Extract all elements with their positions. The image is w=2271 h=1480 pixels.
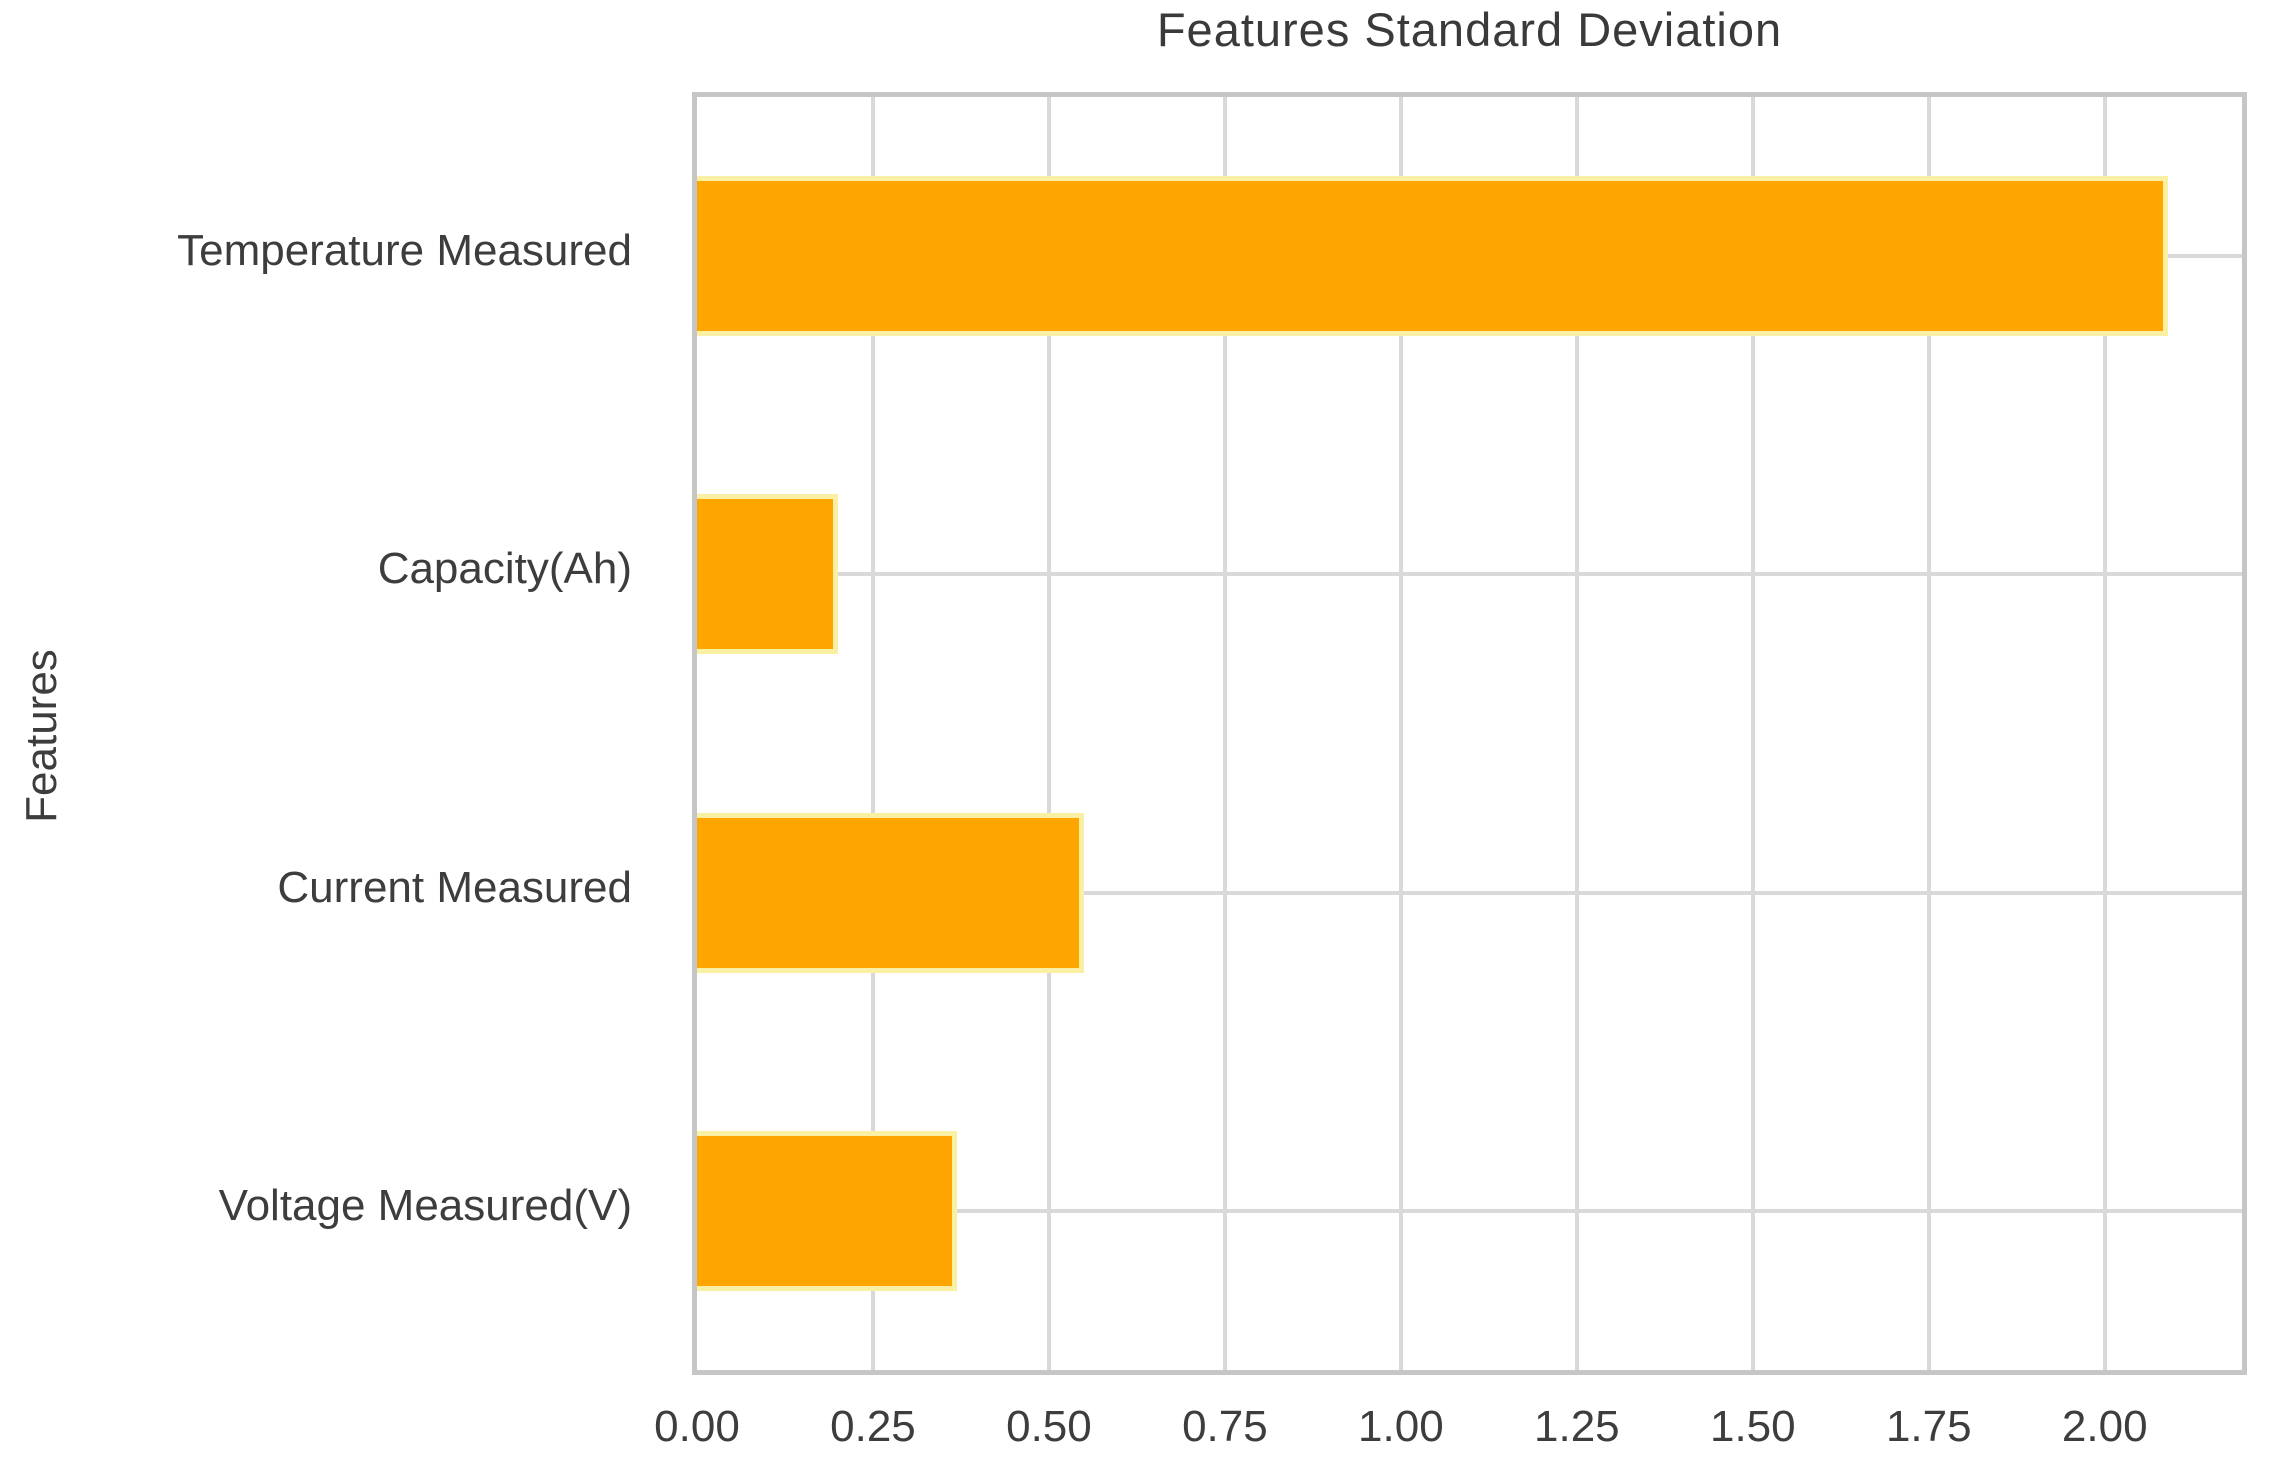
- x-tick-label-0.00: 0.00: [654, 1402, 740, 1451]
- y-tick-label-2: Current Measured: [277, 862, 632, 912]
- gridline-y-1: [697, 572, 2242, 577]
- x-tick-label-0.50: 0.50: [1006, 1402, 1092, 1451]
- y-tick-label-3: Voltage Measured(V): [218, 1180, 632, 1230]
- gridline-x-1.5: [1750, 97, 1755, 1370]
- y-tick-label-1: Capacity(Ah): [377, 544, 632, 594]
- chart-title: Features Standard Deviation: [1156, 3, 1783, 56]
- gridline-x-0.25: [870, 97, 875, 1370]
- bar-1: [697, 494, 838, 655]
- bar-0: [697, 176, 2169, 337]
- x-tick-label-1.25: 1.25: [1534, 1402, 1620, 1451]
- x-tick-label-2.00: 2.00: [2061, 1402, 2148, 1451]
- plot-area: [692, 92, 2247, 1375]
- bar-3: [697, 1130, 958, 1291]
- gridline-x-1: [1398, 97, 1403, 1370]
- gridline-x-1.25: [1574, 97, 1579, 1370]
- x-tick-label-0.25: 0.25: [830, 1402, 916, 1451]
- x-tick-label-0.75: 0.75: [1182, 1402, 1268, 1451]
- gridline-y-2: [697, 890, 2242, 895]
- gridline-x-0.5: [1046, 97, 1051, 1370]
- y-tick-label-0: Temperature Measured: [177, 226, 632, 276]
- y-axis-label: Features: [17, 649, 66, 823]
- x-tick-label-1.50: 1.50: [1709, 1402, 1796, 1451]
- gridline-x-0.75: [1222, 97, 1227, 1370]
- x-tick-label-1.75: 1.75: [1885, 1402, 1972, 1451]
- gridline-x-2: [2102, 97, 2107, 1370]
- x-tick-label-1.00: 1.00: [1358, 1402, 1444, 1451]
- gridline-x-1.75: [1926, 97, 1931, 1370]
- gridline-y-3: [697, 1208, 2242, 1213]
- bar-2: [697, 812, 1085, 973]
